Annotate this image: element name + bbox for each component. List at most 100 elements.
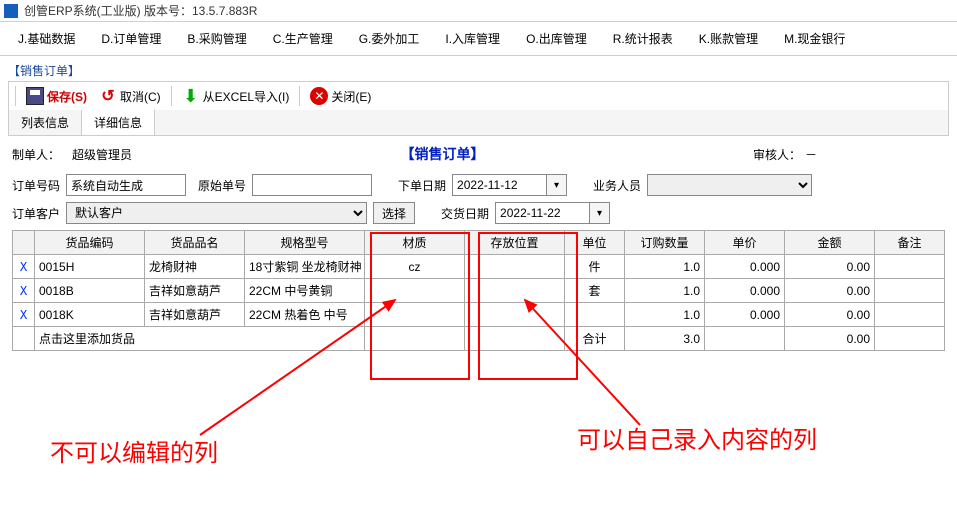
auditor-value: － — [805, 146, 945, 163]
order-date-picker-icon[interactable]: ▾ — [547, 174, 567, 196]
close-icon: ✕ — [310, 87, 328, 105]
content-frame: 【销售订单】 保存(S) ↺ 取消(C) ⬇ 从EXCEL导入(I) ✕ 关闭(… — [8, 62, 949, 355]
delivery-date-input[interactable] — [495, 202, 590, 224]
select-customer-button[interactable]: 选择 — [373, 202, 415, 224]
cell-name[interactable]: 吉祥如意葫芦 — [145, 303, 245, 327]
menu-outsource[interactable]: G.委外加工 — [347, 26, 432, 51]
col-code[interactable]: 货品编码 — [35, 231, 145, 255]
cancel-icon: ↺ — [99, 87, 117, 105]
cell-spec[interactable]: 22CM 热着色 中号 — [245, 303, 365, 327]
cell-unit[interactable]: 套 — [565, 279, 625, 303]
cell-location[interactable] — [465, 279, 565, 303]
cancel-button[interactable]: ↺ 取消(C) — [95, 85, 165, 107]
cancel-label: 取消(C) — [120, 88, 161, 105]
cell-price[interactable]: 0.000 — [705, 303, 785, 327]
cell-amount[interactable]: 0.00 — [785, 255, 875, 279]
cell-name[interactable]: 龙椅财神 — [145, 255, 245, 279]
import-icon: ⬇ — [182, 87, 200, 105]
auditor-label: 审核人： — [753, 146, 801, 163]
maker-label: 制单人： — [12, 146, 72, 163]
customer-select[interactable]: 默认客户 — [66, 202, 367, 224]
order-no-input[interactable] — [66, 174, 186, 196]
col-name[interactable]: 货品品名 — [145, 231, 245, 255]
delivery-date-picker-icon[interactable]: ▾ — [590, 202, 610, 224]
cell-location[interactable] — [465, 303, 565, 327]
grid-header-row: 货品编码 货品品名 规格型号 材质 存放位置 单位 订购数量 单价 金额 备注 — [13, 231, 945, 255]
cell-qty[interactable]: 1.0 — [625, 279, 705, 303]
cell-remark[interactable] — [875, 303, 945, 327]
form-toolbar: 保存(S) ↺ 取消(C) ⬇ 从EXCEL导入(I) ✕ 关闭(E) — [8, 81, 949, 110]
annotation-left-text: 不可以编辑的列 — [50, 438, 218, 469]
main-menubar: J.基础数据 D.订单管理 B.采购管理 C.生产管理 G.委外加工 I.入库管… — [0, 22, 957, 56]
app-icon — [4, 4, 18, 18]
menu-outbound[interactable]: O.出库管理 — [514, 26, 599, 51]
form-row-1: 订单号码 原始单号 下单日期 ▾ 业务人员 — [12, 174, 945, 196]
window-title: 创管ERP系统(工业版) 版本号：13.5.7.883R — [24, 2, 257, 19]
import-button[interactable]: ⬇ 从EXCEL导入(I) — [178, 85, 294, 107]
col-remark[interactable]: 备注 — [875, 231, 945, 255]
sales-person-select[interactable] — [647, 174, 812, 196]
orig-no-label: 原始单号 — [198, 177, 246, 194]
menu-basic-data[interactable]: J.基础数据 — [6, 26, 87, 51]
cell-price[interactable]: 0.000 — [705, 279, 785, 303]
save-label: 保存(S) — [47, 88, 87, 105]
order-date-input[interactable] — [452, 174, 547, 196]
window-titlebar: 创管ERP系统(工业版) 版本号：13.5.7.883R — [0, 0, 957, 22]
col-price[interactable]: 单价 — [705, 231, 785, 255]
cell-remark[interactable] — [875, 255, 945, 279]
frame-caption: 【销售订单】 — [8, 62, 949, 79]
cell-code[interactable]: 0015H — [35, 255, 145, 279]
add-item-row[interactable]: 点击这里添加货品合计3.00.00 — [13, 327, 945, 351]
total-label: 合计 — [565, 327, 625, 351]
maker-value: 超级管理员 — [72, 146, 132, 163]
col-material[interactable]: 材质 — [365, 231, 465, 255]
menu-purchase-mgmt[interactable]: B.采购管理 — [175, 26, 258, 51]
menu-cash-bank[interactable]: M.现金银行 — [772, 26, 857, 51]
table-row[interactable]: X0018K吉祥如意葫芦22CM 热着色 中号1.00.0000.00 — [13, 303, 945, 327]
cell-qty[interactable]: 1.0 — [625, 255, 705, 279]
row-mark: X — [13, 255, 35, 279]
col-amount[interactable]: 金额 — [785, 231, 875, 255]
order-date-label: 下单日期 — [398, 177, 446, 194]
table-row[interactable]: X0015H龙椅财神18寸紫铜 坐龙椅财神cz件1.00.0000.00 — [13, 255, 945, 279]
menu-accounts[interactable]: K.账款管理 — [687, 26, 770, 51]
cell-unit[interactable]: 件 — [565, 255, 625, 279]
cell-material — [365, 279, 465, 303]
col-qty[interactable]: 订购数量 — [625, 231, 705, 255]
close-button[interactable]: ✕ 关闭(E) — [306, 85, 375, 107]
menu-inbound[interactable]: I.入库管理 — [433, 26, 512, 51]
menu-reports[interactable]: R.统计报表 — [601, 26, 685, 51]
row-mark: X — [13, 279, 35, 303]
cell-price[interactable]: 0.000 — [705, 255, 785, 279]
annotation-right-text: 可以自己录入内容的列 — [577, 425, 837, 456]
cell-spec[interactable]: 22CM 中号黄铜 — [245, 279, 365, 303]
col-location[interactable]: 存放位置 — [465, 231, 565, 255]
save-button[interactable]: 保存(S) — [22, 85, 91, 107]
customer-label: 订单客户 — [12, 205, 60, 222]
add-item-text[interactable]: 点击这里添加货品 — [35, 327, 365, 351]
cell-amount[interactable]: 0.00 — [785, 279, 875, 303]
total-amount: 0.00 — [785, 327, 875, 351]
col-mark — [13, 231, 35, 255]
cell-location[interactable] — [465, 255, 565, 279]
menu-production-mgmt[interactable]: C.生产管理 — [261, 26, 345, 51]
cell-code[interactable]: 0018K — [35, 303, 145, 327]
cell-unit[interactable] — [565, 303, 625, 327]
cell-remark[interactable] — [875, 279, 945, 303]
menu-order-mgmt[interactable]: D.订单管理 — [89, 26, 173, 51]
cell-amount[interactable]: 0.00 — [785, 303, 875, 327]
table-row[interactable]: X0018B吉祥如意葫芦22CM 中号黄铜 套1.00.0000.00 — [13, 279, 945, 303]
items-grid[interactable]: 货品编码 货品品名 规格型号 材质 存放位置 单位 订购数量 单价 金额 备注 … — [12, 230, 945, 351]
cell-spec[interactable]: 18寸紫铜 坐龙椅财神 — [245, 255, 365, 279]
col-spec[interactable]: 规格型号 — [245, 231, 365, 255]
cell-qty[interactable]: 1.0 — [625, 303, 705, 327]
cell-code[interactable]: 0018B — [35, 279, 145, 303]
cell-name[interactable]: 吉祥如意葫芦 — [145, 279, 245, 303]
tab-list[interactable]: 列表信息 — [9, 110, 82, 135]
orig-no-input[interactable] — [252, 174, 372, 196]
order-no-label: 订单号码 — [12, 177, 60, 194]
col-unit[interactable]: 单位 — [565, 231, 625, 255]
form-row-2: 订单客户 默认客户 选择 交货日期 ▾ — [12, 202, 945, 224]
sales-person-label: 业务人员 — [593, 177, 641, 194]
tab-detail[interactable]: 详细信息 — [82, 109, 155, 135]
